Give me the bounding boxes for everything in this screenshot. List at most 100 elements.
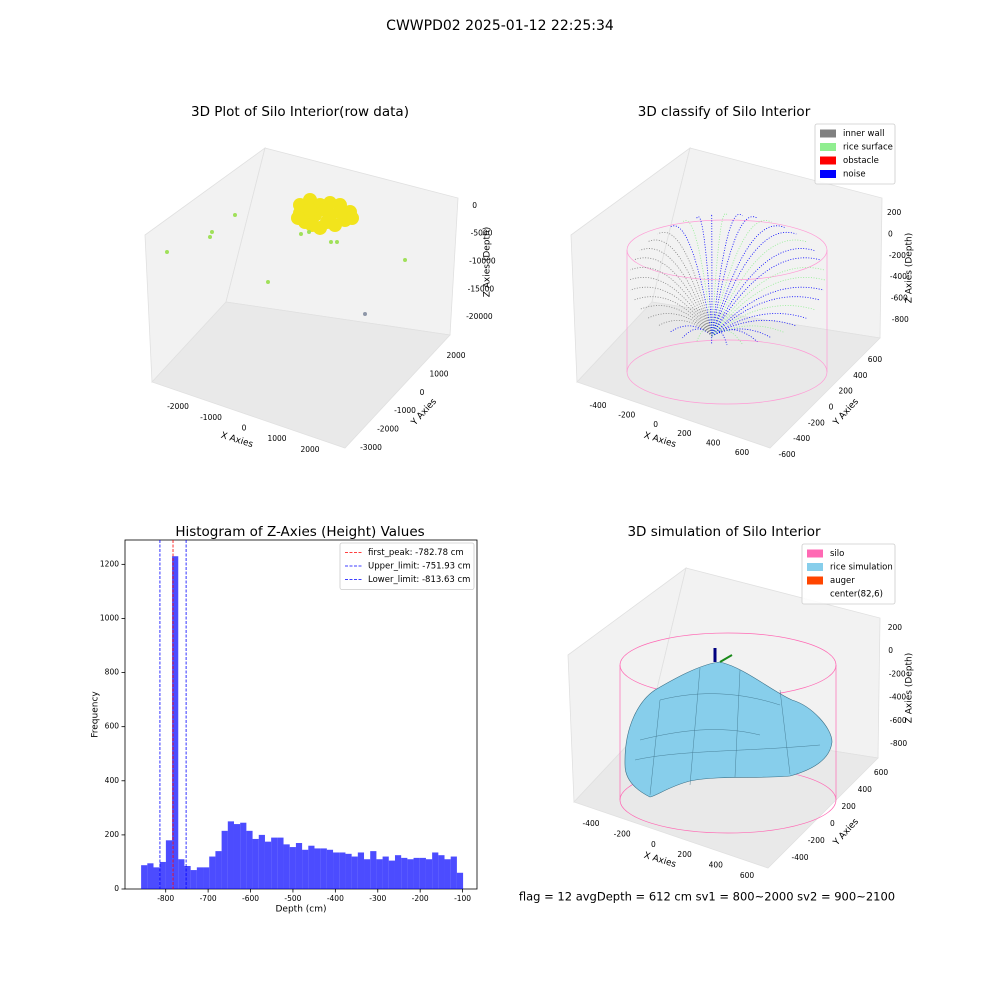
legend-patch xyxy=(820,156,836,165)
bar xyxy=(159,861,166,889)
z-tick-label: 200 xyxy=(888,623,903,632)
legend-patch xyxy=(820,129,836,138)
bar xyxy=(196,867,204,889)
z-tick-label: -400 xyxy=(889,693,906,702)
x-tick-label: -2000 xyxy=(167,402,189,411)
point xyxy=(304,218,319,232)
x-tick-label: -700 xyxy=(200,894,217,903)
bar xyxy=(376,859,383,889)
axes-3d-panes xyxy=(144,147,459,449)
z-tick-label: -800 xyxy=(890,739,907,748)
bar xyxy=(438,855,445,889)
bar xyxy=(264,841,272,889)
bar xyxy=(271,837,278,889)
y-tick-label: 800 xyxy=(105,668,120,677)
point-curve xyxy=(647,239,713,337)
bar xyxy=(215,851,222,889)
point-curve xyxy=(633,257,713,337)
point-curve xyxy=(657,232,713,337)
x-tick-label: 200 xyxy=(677,429,692,438)
chart-title: 3D simulation of Silo Interior xyxy=(627,524,821,540)
point-curve xyxy=(647,313,713,337)
point-curve xyxy=(711,325,785,337)
bar xyxy=(382,856,389,889)
point-curve xyxy=(711,213,743,337)
bar xyxy=(258,834,265,889)
point-curve xyxy=(711,329,758,343)
point-curve xyxy=(711,225,785,337)
x-axis-label: Depth (cm) xyxy=(275,905,326,915)
legend-patch xyxy=(807,590,823,598)
z-tick-label: -800 xyxy=(892,315,909,324)
legend-label: first_peak: -782.78 cm xyxy=(368,548,464,558)
bar xyxy=(289,847,296,889)
point-curve xyxy=(711,248,815,337)
point-curve xyxy=(696,329,713,342)
bar xyxy=(339,852,346,889)
y-tick-label: 1200 xyxy=(100,559,119,568)
z-axis-label: Z Axies (Depth) xyxy=(905,653,915,724)
legend-label: Upper_limit: -751.93 cm xyxy=(368,562,471,572)
point-curve xyxy=(669,325,713,337)
x-tick-label: -800 xyxy=(157,894,174,903)
point-curve xyxy=(630,267,713,337)
legend-label: auger xyxy=(830,576,855,586)
point xyxy=(232,213,237,218)
z-tick-label: 0 xyxy=(888,646,893,655)
x-tick-label: -200 xyxy=(412,894,429,903)
z-tick-label: -200 xyxy=(889,669,906,678)
point-curve xyxy=(711,313,807,337)
bar xyxy=(394,855,402,889)
bar xyxy=(333,852,340,889)
axes-3d-panes xyxy=(570,147,883,449)
x-tick-label: -100 xyxy=(454,894,471,903)
bar xyxy=(172,556,179,889)
y-tick-label: 0 xyxy=(114,884,119,893)
y-tick-label: -3000 xyxy=(360,443,382,452)
x-tick-label: 2000 xyxy=(300,445,319,454)
y-tick-label: -600 xyxy=(779,450,796,459)
bar xyxy=(252,838,259,889)
x-tick-label: 400 xyxy=(709,861,724,870)
x-tick-label: -200 xyxy=(614,829,631,838)
x-tick-label: -500 xyxy=(284,894,301,903)
legend-label: rice simulation xyxy=(830,563,893,573)
y-tick-label: 200 xyxy=(105,830,120,839)
bar xyxy=(456,872,464,889)
point xyxy=(363,311,368,316)
bar xyxy=(450,856,457,889)
bar xyxy=(320,848,327,889)
y-tick-label: -400 xyxy=(793,434,810,443)
bar xyxy=(370,851,377,889)
point xyxy=(319,214,334,229)
point-curve xyxy=(633,296,713,337)
y-tick-label: 400 xyxy=(858,785,873,794)
point-curve xyxy=(711,296,821,337)
legend-label: inner wall xyxy=(843,129,884,139)
x-tick-label: -300 xyxy=(369,894,386,903)
silo-simulation xyxy=(619,632,837,834)
bar xyxy=(203,867,210,889)
z-tick-label: -5000 xyxy=(471,229,493,238)
point xyxy=(265,280,270,285)
bar xyxy=(357,852,365,889)
y-tick-label: 600 xyxy=(105,722,120,731)
legend-label: silo xyxy=(830,549,844,559)
point-curve xyxy=(711,216,758,337)
bar xyxy=(444,859,451,889)
bar xyxy=(425,859,433,889)
bar xyxy=(153,867,160,889)
chart-title: Histogram of Z-Axies (Height) Values xyxy=(175,524,424,540)
bar xyxy=(209,856,216,889)
x-tick-label: 600 xyxy=(735,448,750,457)
legend-patch xyxy=(807,576,823,585)
z-tick-label: -10000 xyxy=(469,257,496,266)
point-curve xyxy=(711,286,824,337)
y-tick-label: 0 xyxy=(420,388,425,397)
z-axis-label: Z Axies (Depth) xyxy=(483,227,493,298)
bar xyxy=(221,830,228,889)
point-curve xyxy=(628,276,713,337)
x-tick-label: -200 xyxy=(618,410,635,419)
point-curve xyxy=(682,220,713,337)
x-tick-label: 1000 xyxy=(267,434,286,443)
